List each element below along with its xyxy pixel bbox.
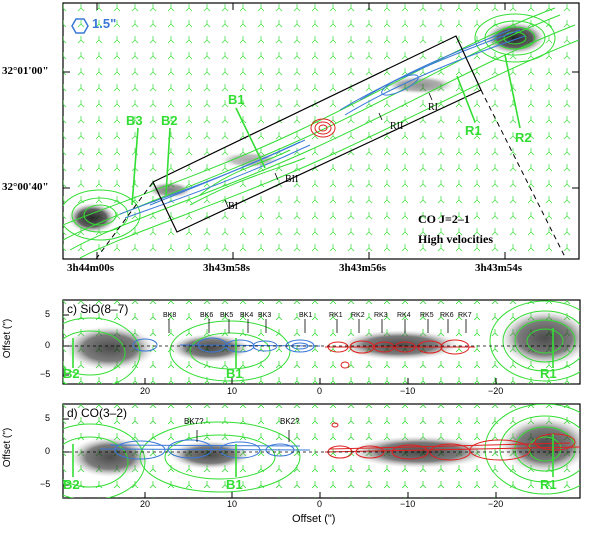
d-x-tick-m20: −20 xyxy=(488,499,504,509)
map-panel-svg xyxy=(62,2,580,260)
x-tick-m10: −10 xyxy=(400,386,416,396)
label-R1: R1 xyxy=(465,123,482,138)
d-x-tick-0: 0 xyxy=(317,499,323,509)
panel-d-knot-BK7: BK7? xyxy=(184,417,204,426)
panel-c-ytick-3: −5 xyxy=(40,369,51,379)
panel-c-ytick-1: 5 xyxy=(45,309,51,319)
panel-c-knot-rk1: RK1 xyxy=(329,312,343,319)
panel-c-knot-rk5: RK5 xyxy=(420,312,434,319)
caption-line-1: CO J=2–1 xyxy=(418,212,470,226)
knot-BII: BII xyxy=(285,174,299,185)
d-x-tick-10: 10 xyxy=(227,499,238,509)
dashed-line-right xyxy=(480,89,567,259)
panel-c-knot-rk6: RK6 xyxy=(440,312,454,319)
panel-d-ylabel: Offset (") xyxy=(2,427,14,468)
x-tick-20: 20 xyxy=(140,386,151,396)
ra-tick-4: 3h43m54s xyxy=(475,262,523,274)
x-tick-10: 10 xyxy=(227,386,238,396)
label-B2: B2 xyxy=(161,113,178,128)
ra-tick-1: 3h44m00s xyxy=(67,262,115,274)
red-contours xyxy=(310,118,336,138)
ra-tick-2: 3h43m58s xyxy=(203,262,251,274)
dec-tick-2: 32°00'40" xyxy=(2,181,49,193)
panel-c-svg xyxy=(62,299,581,385)
panel-d: d) CO(3–2) Offset (") 5 0 −5 BK7? BK2? B… xyxy=(0,397,589,529)
panel-d-label-B2: B2 xyxy=(63,477,80,492)
map-panel: 1.5" 32°01'00" 32°00'40" 3h44m00s 3h43m5… xyxy=(2,2,580,274)
label-B3: B3 xyxy=(126,113,143,128)
beam-label: 1.5" xyxy=(92,16,117,31)
panel-c-knot-bk3: BK3 xyxy=(258,312,272,319)
x-axis-label: Offset (") xyxy=(292,513,336,525)
knot-BI: BI xyxy=(228,201,238,212)
panel-c-knot-rk3: RK3 xyxy=(374,312,388,319)
panel-c-knot-rk2: RK2 xyxy=(351,312,365,319)
panel-d-title: d) CO(3–2) xyxy=(67,406,128,420)
panel-c-ytick-2: 0 xyxy=(45,340,51,350)
blue-contours xyxy=(119,29,526,219)
x-tick-m20: −20 xyxy=(488,386,504,396)
beam-marker xyxy=(71,18,89,34)
panel-c-knot-rk7: RK7 xyxy=(458,312,472,319)
panel-c-label-B2: B2 xyxy=(63,366,80,381)
panel-d-knot-BK2: BK2? xyxy=(280,417,300,426)
label-R2: R2 xyxy=(515,130,532,145)
panel-c-knot-rk4: RK4 xyxy=(397,312,411,319)
panel-d-svg xyxy=(62,403,581,499)
panel-c-label-R1: R1 xyxy=(540,366,557,381)
panel-c-title: c) SiO(8–7) xyxy=(67,302,129,316)
label-B1: B1 xyxy=(228,92,245,107)
panel-c-knot-bk4: BK4 xyxy=(240,312,254,319)
caption-line-2: High velocities xyxy=(418,232,493,246)
x-tick-0: 0 xyxy=(317,386,323,396)
dashed-line-left xyxy=(95,181,154,259)
panel-d-ytick-2: 0 xyxy=(45,446,51,456)
x-tick-labels-c: 20 10 0 −10 −20 xyxy=(0,386,589,400)
panel-d-label-B1: B1 xyxy=(226,477,243,492)
panel-c: c) SiO(8–7) Offset (") 5 0 −5 BK8 BK6 BK5 B… xyxy=(0,293,589,395)
panel-c-label-B1: B1 xyxy=(226,366,243,381)
panel-c-knot-bk1: BK1 xyxy=(299,312,313,319)
d-x-tick-20: 20 xyxy=(140,499,151,509)
knot-RI: RI xyxy=(428,102,438,113)
dec-tick-1: 32°01'00" xyxy=(2,65,49,77)
knot-RII: RII xyxy=(390,121,404,132)
panel-d-label-R1: R1 xyxy=(540,477,557,492)
panel-d-ytick-3: −5 xyxy=(40,479,51,489)
panel-c-knot-bk8: BK8 xyxy=(163,312,177,319)
panel-d-ytick-1: 5 xyxy=(45,413,51,423)
panel-c-knot-bk5: BK5 xyxy=(220,312,234,319)
panel-c-ylabel: Offset (") xyxy=(2,318,14,359)
panel-c-knot-bk6: BK6 xyxy=(200,312,214,319)
d-x-tick-m10: −10 xyxy=(400,499,416,509)
ra-tick-3: 3h43m56s xyxy=(339,262,387,274)
